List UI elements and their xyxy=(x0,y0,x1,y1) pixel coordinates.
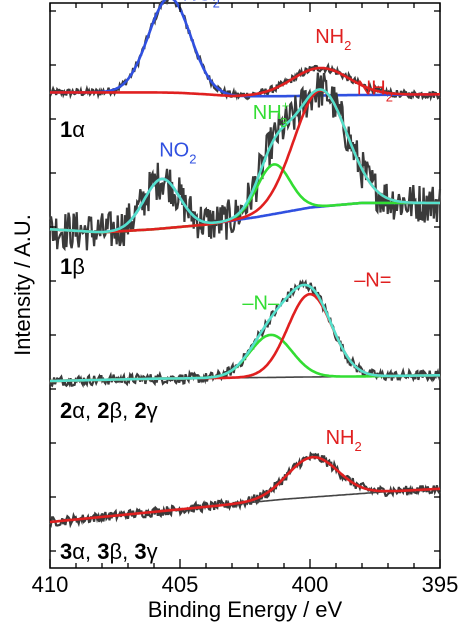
spectrum-panel-2 xyxy=(48,72,442,252)
sample-label-1: 1α xyxy=(60,117,85,142)
x-tick-label: 395 xyxy=(422,572,459,597)
peak-annotation: NH2 xyxy=(357,77,393,104)
raw-spectrum-line xyxy=(48,451,441,529)
fit-envelope-line xyxy=(50,283,441,383)
y-axis-label: Intensity / A.U. xyxy=(10,214,35,356)
x-tick-label: 400 xyxy=(292,572,329,597)
peak-annotation: NH2 xyxy=(315,26,351,53)
sample-label-4: 3α, 3β, 3γ xyxy=(60,539,158,564)
peak-annotation: NH2 xyxy=(326,427,362,454)
spectrum-panel-1 xyxy=(48,0,441,102)
x-axis-label: Binding Energy / eV xyxy=(148,597,343,622)
tick-layer: 410 405 400 395 xyxy=(32,3,459,597)
x-tick-label: 405 xyxy=(162,572,199,597)
sample-label-2: 1β xyxy=(60,254,85,279)
plot-frame xyxy=(49,2,441,569)
spectra-layer xyxy=(48,0,442,529)
peak-annotation: NO2 xyxy=(183,0,220,10)
peak-annotation: –N– xyxy=(242,293,280,315)
peak-annotation: NH+ 3 xyxy=(253,98,289,130)
fit-envelope-line xyxy=(49,88,440,234)
x-tick-label: 410 xyxy=(32,572,69,597)
fit-peak-nh2 xyxy=(49,455,441,524)
fit-peak-nh2 xyxy=(50,66,440,98)
sample-label-3: 2α, 2β, 2γ xyxy=(60,398,158,423)
peak-annotation: NO2 xyxy=(159,139,196,166)
spectrum-panel-4 xyxy=(48,451,441,529)
peak-annotation: –N= xyxy=(354,270,391,292)
spectrum-panel-3 xyxy=(48,279,442,389)
